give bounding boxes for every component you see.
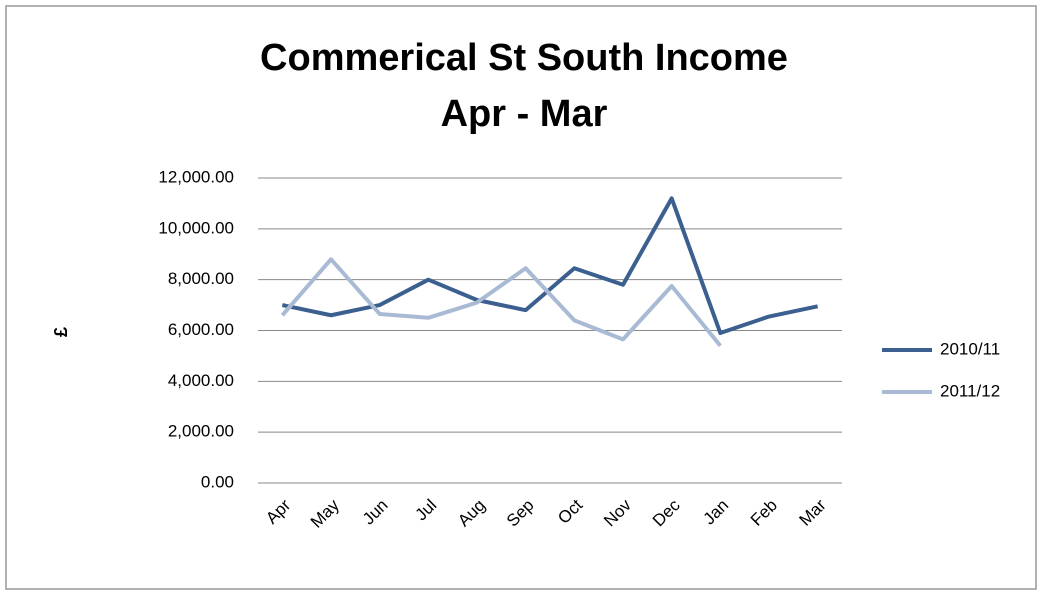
legend-label: 2010/11 xyxy=(940,339,1000,358)
y-tick-label: 2,000.00 xyxy=(168,422,234,441)
y-axis-label: £ xyxy=(51,327,71,337)
chart-frame xyxy=(5,5,1037,590)
y-tick-label: 10,000.00 xyxy=(158,218,234,237)
series-line xyxy=(280,257,722,348)
y-tick-label: 8,000.00 xyxy=(168,269,234,288)
y-tick-label: 6,000.00 xyxy=(168,320,234,339)
legend-label: 2011/12 xyxy=(940,381,1000,400)
chart-subtitle: Apr - Mar xyxy=(441,93,608,135)
y-tick-label: 0.00 xyxy=(201,472,234,491)
chart-title: Commerical St South Income xyxy=(260,37,788,79)
y-tick-label: 4,000.00 xyxy=(168,371,234,390)
y-tick-label: 12,000.00 xyxy=(158,167,234,186)
